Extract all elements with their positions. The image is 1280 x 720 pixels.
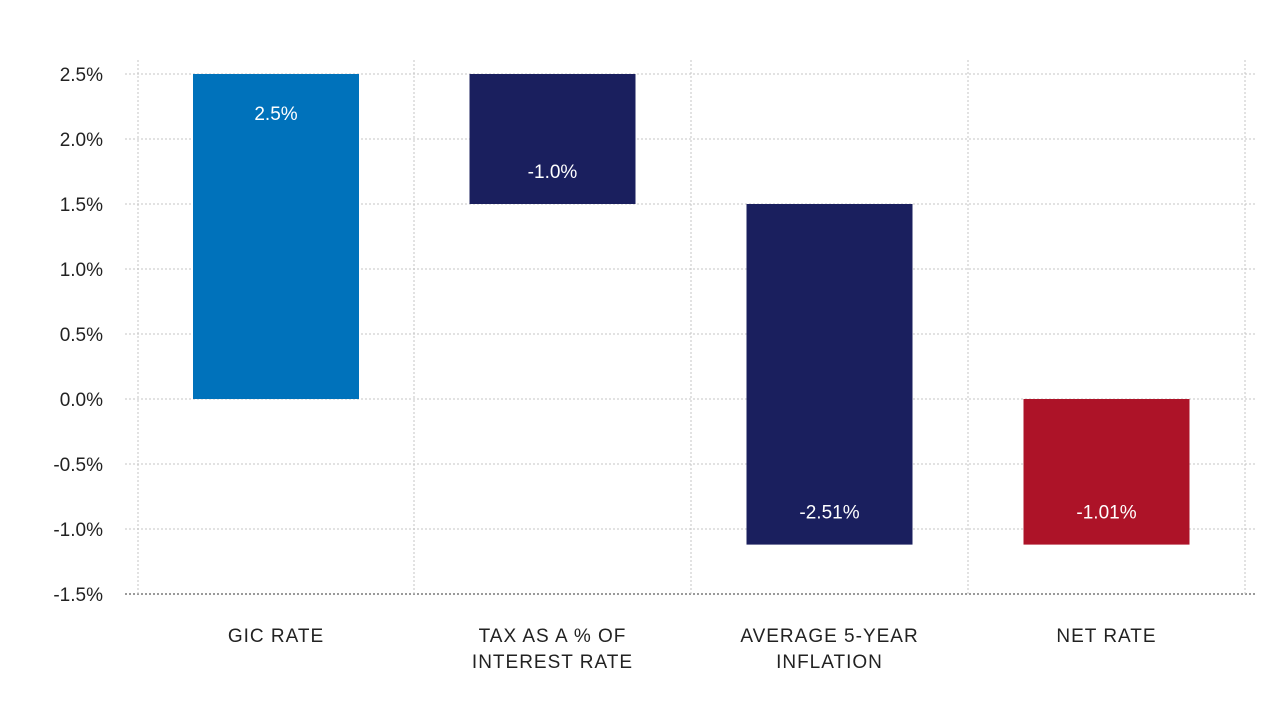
- x-category-label: AVERAGE 5-YEAR INFLATION: [740, 626, 918, 673]
- x-category-label-line: TAX AS A % OF: [479, 626, 627, 647]
- y-tick-label: 0.5%: [60, 325, 103, 346]
- bar: [746, 204, 913, 545]
- x-category-label: GIC RATE: [228, 626, 324, 647]
- x-category-label: TAX AS A % OF INTEREST RATE: [472, 626, 633, 673]
- bar: [469, 74, 636, 204]
- y-tick-label: 2.0%: [60, 130, 103, 151]
- bar-data-label: -1.01%: [1076, 503, 1136, 524]
- bars: 2.5% -1.0% -2.51% -1.01%: [193, 74, 1190, 545]
- x-axis: GIC RATE TAX AS A % OF INTEREST RATE AVERAG…: [228, 626, 1156, 673]
- y-tick-label: -1.0%: [53, 520, 103, 541]
- x-category-label-line: GIC RATE: [228, 626, 324, 647]
- x-category-label-line: NET RATE: [1056, 626, 1156, 647]
- bar-data-label: 2.5%: [254, 104, 297, 125]
- x-category-label-line: INTEREST RATE: [472, 652, 633, 673]
- bar: [1023, 399, 1190, 545]
- bar-data-label: -2.51%: [799, 503, 859, 524]
- y-tick-label: 1.5%: [60, 195, 103, 216]
- y-axis: 2.5% 2.0% 1.5% 1.0% 0.5% 0.0% -0.5% -1.0% -1.5%: [53, 65, 103, 606]
- bar-data-label: -1.0%: [528, 162, 578, 183]
- y-tick-label: 1.0%: [60, 260, 103, 281]
- x-category-label: NET RATE: [1056, 626, 1156, 647]
- y-tick-label: 2.5%: [60, 65, 103, 86]
- x-category-label-line: INFLATION: [776, 652, 883, 673]
- x-category-label-line: AVERAGE 5-YEAR: [740, 626, 918, 647]
- y-tick-label: -1.5%: [53, 585, 103, 606]
- y-tick-label: 0.0%: [60, 390, 103, 411]
- bar: [193, 74, 359, 399]
- y-tick-label: -0.5%: [53, 455, 103, 476]
